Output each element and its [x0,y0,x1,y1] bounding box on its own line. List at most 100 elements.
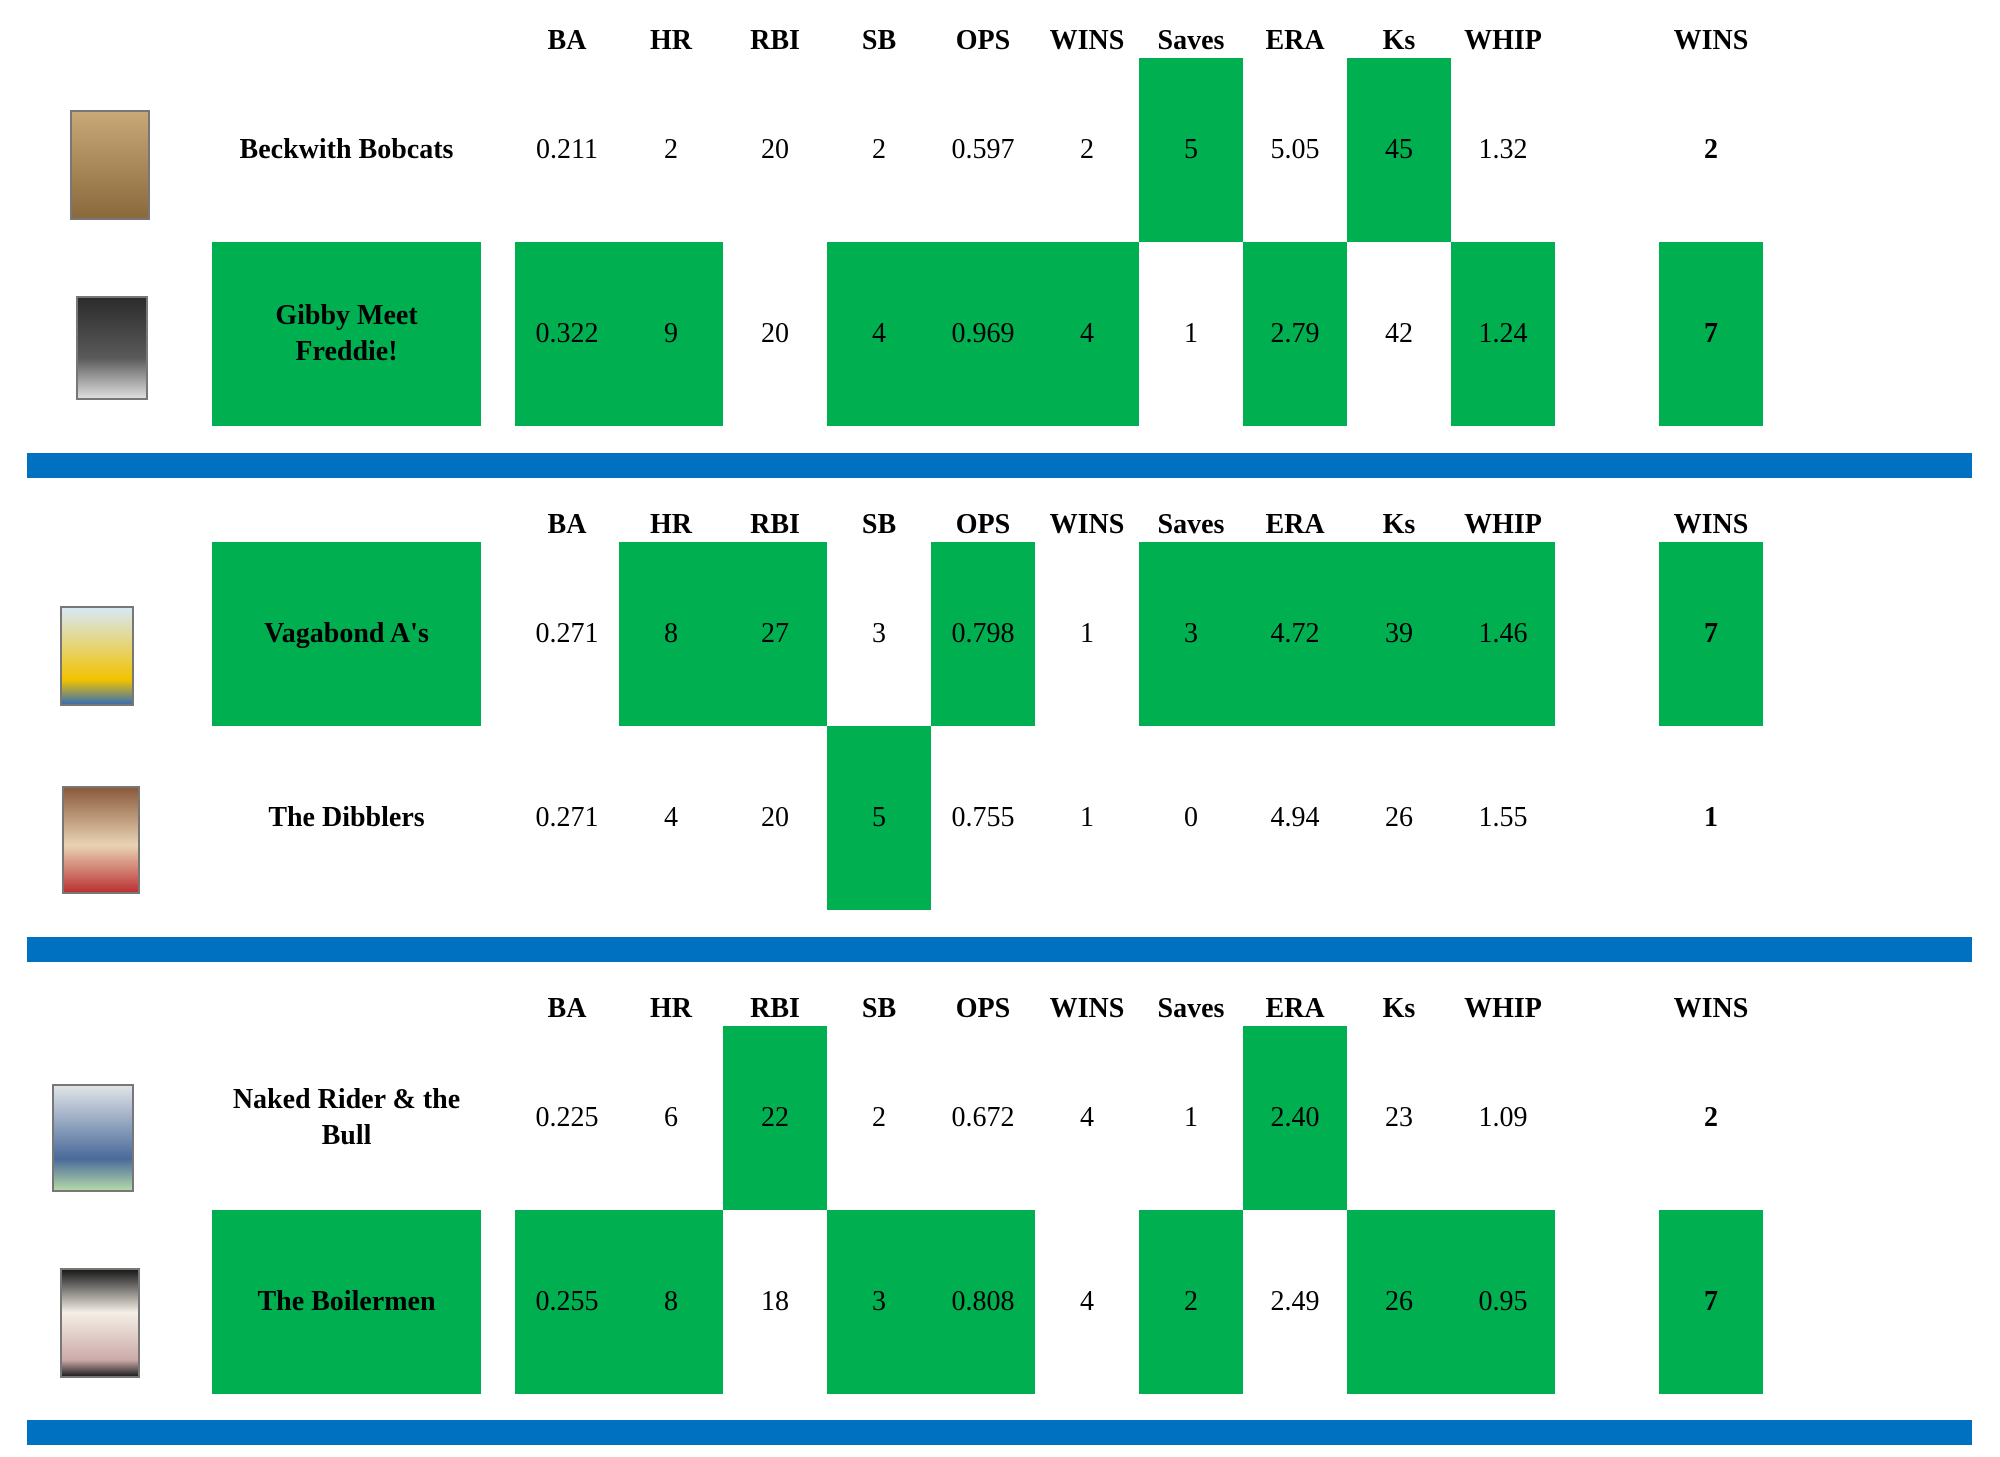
stat-cell-sb: 4 [827,242,931,426]
total-wins-cell: 1 [1704,802,1718,833]
stat-cell-ks: 39 [1347,542,1451,726]
column-header: OPS [955,509,1011,540]
stat-cell-whip: 0.95 [1451,1210,1555,1394]
stat-cell-ba: 0.322 [515,242,619,426]
column-header: HR [650,25,692,56]
stat-cell-era: 5.05 [1270,134,1320,165]
stat-cell-hr: 4 [664,802,678,833]
stat-cell-ks: 26 [1385,802,1413,833]
stat-cell-rbi: 27 [723,542,827,726]
column-header: OPS [955,25,1011,56]
matchup-divider [27,937,1972,962]
total-wins-cell: 2 [1704,1102,1718,1133]
stat-cell-whip: 1.32 [1478,134,1528,165]
stat-cell-saves: 1 [1184,318,1198,349]
stat-cell-ops: 0.672 [951,1102,1015,1133]
stat-cell-sb: 5 [827,726,931,910]
stat-cell-saves: 1 [1184,1102,1198,1133]
stat-cell-hr: 8 [619,1210,723,1394]
team-name: Naked Rider & the Bull [212,1026,481,1210]
stat-cell-wins: 1 [1080,618,1094,649]
matchup-divider [27,453,1972,478]
stat-cell-ops: 0.597 [951,134,1015,165]
stat-cell-hr: 6 [664,1102,678,1133]
team-row: The Boilermen 0.255 8 18 3 0.808 4 2 2.49 26 0.95 7 [0,1210,2000,1394]
team-name-label: Vagabond A's [264,618,429,649]
stat-cell-whip: 1.46 [1451,542,1555,726]
stat-cell-rbi: 18 [761,1286,789,1317]
column-header: WINS [1049,509,1125,540]
stat-cell-ks: 42 [1385,318,1413,349]
stat-cell-era: 2.79 [1243,242,1347,426]
column-header: RBI [750,993,800,1024]
total-wins-cell: 2 [1704,134,1718,165]
wins-column-header: WINS [1673,25,1749,56]
stat-cell-ba: 0.225 [535,1102,599,1133]
column-header: WINS [1049,993,1125,1024]
stat-cell-era: 4.72 [1243,542,1347,726]
column-header: Ks [1382,25,1416,56]
stat-cell-era: 2.40 [1243,1026,1347,1210]
wins-column-header: WINS [1673,993,1749,1024]
stat-header-row: BA HR RBI SB OPS WINS Saves ERA Ks WHIP WINS [0,10,2000,72]
column-header: Ks [1382,509,1416,540]
stat-cell-wins: 1 [1080,802,1094,833]
team-row: Vagabond A's 0.271 8 27 3 0.798 1 3 4.72 39 1.46 7 [0,542,2000,726]
stat-cell-ks: 23 [1385,1102,1413,1133]
stat-cell-sb: 3 [872,618,886,649]
stat-cell-rbi: 20 [761,318,789,349]
team-name: Gibby Meet Freddie! [212,242,481,426]
column-header: WHIP [1464,993,1542,1024]
stat-cell-ops: 0.969 [931,242,1035,426]
matchup-block: BA HR RBI SB OPS WINS Saves ERA Ks WHIP WINS Vagabo… [0,484,2000,937]
stat-cell-hr: 2 [664,134,678,165]
column-header: ERA [1265,993,1325,1024]
team-name-label: The Boilermen [257,1286,436,1317]
team-name-label: Naked Rider & the Bull [232,1084,461,1151]
column-header: WHIP [1464,25,1542,56]
column-header: SB [861,509,897,540]
baseball-card-pitcher-icon [70,110,150,220]
baseball-card-batter-icon [76,296,148,400]
team-name: Beckwith Bobcats [212,58,481,242]
team-row: Beckwith Bobcats 0.211 2 20 2 0.597 2 5 5.05 45 1.… [0,58,2000,242]
column-header: HR [650,993,692,1024]
stat-cell-ba: 0.255 [515,1210,619,1394]
stat-cell-ba: 0.271 [535,618,599,649]
baseball-card-runner-icon [52,1084,134,1192]
stat-cell-era: 2.49 [1270,1286,1320,1317]
stat-cell-ks: 45 [1347,58,1451,242]
stat-header-row: BA HR RBI SB OPS WINS Saves ERA Ks WHIP WINS [0,494,2000,556]
stat-cell-wins: 4 [1035,242,1139,426]
stat-cell-sb: 2 [872,1102,886,1133]
stat-cell-wins: 4 [1080,1286,1094,1317]
baseball-card-framed-icon [60,1268,140,1378]
total-wins-cell: 7 [1659,542,1763,726]
stat-cell-ops: 0.755 [951,802,1015,833]
column-header: BA [547,25,587,56]
column-header: WINS [1049,25,1125,56]
team-name: Vagabond A's [212,542,481,726]
column-header: HR [650,509,692,540]
team-name: The Boilermen [212,1210,481,1394]
stat-cell-rbi: 20 [761,134,789,165]
matchup-block: BA HR RBI SB OPS WINS Saves ERA Ks WHIP WINS Naked … [0,968,2000,1421]
stat-cell-hr: 8 [619,542,723,726]
stat-cell-sb: 2 [872,134,886,165]
team-name-label: Gibby Meet Freddie! [275,300,418,367]
stat-cell-saves: 3 [1139,542,1243,726]
total-wins-cell: 7 [1659,1210,1763,1394]
stat-cell-sb: 3 [827,1210,931,1394]
column-header: BA [547,509,587,540]
wins-column-header: WINS [1673,509,1749,540]
column-header: SB [861,25,897,56]
stat-cell-rbi: 20 [761,802,789,833]
column-header: BA [547,993,587,1024]
stat-cell-rbi: 22 [723,1026,827,1210]
stat-cell-ba: 0.271 [535,802,599,833]
team-name-label: Beckwith Bobcats [239,134,454,165]
stat-cell-hr: 9 [619,242,723,426]
stat-cell-ba: 0.211 [536,134,598,165]
stat-cell-ops: 0.798 [931,542,1035,726]
stat-cell-whip: 1.24 [1451,242,1555,426]
